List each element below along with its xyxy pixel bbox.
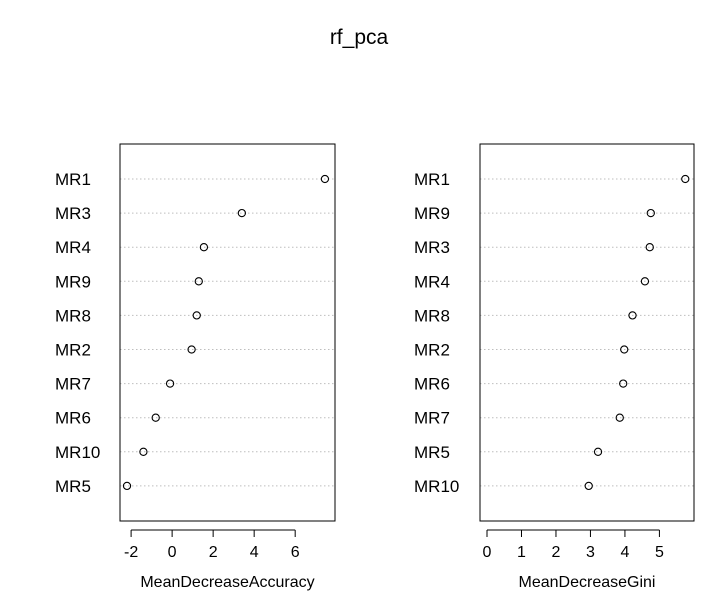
category-label: MR10 — [414, 477, 459, 496]
x-tick-label: 6 — [291, 544, 300, 561]
x-tick-label: 4 — [250, 544, 259, 561]
x-tick-label: 0 — [168, 544, 177, 561]
x-tick-label: -2 — [124, 544, 138, 561]
data-point — [237, 208, 247, 218]
data-point — [192, 311, 201, 320]
accuracy-panel: MR1 MR3 MR4 MR9 MR8 MR2 MR7 MR6 MR10 MR5 -2 0 2 4 6 Mea… — [55, 143, 336, 591]
x-tick-label: 2 — [552, 544, 561, 561]
category-label: MR1 — [55, 170, 91, 189]
chart-title: rf_pca — [330, 26, 389, 49]
x-tick-label: 1 — [517, 544, 526, 561]
category-label: MR4 — [414, 272, 450, 291]
data-point — [681, 174, 690, 184]
category-label: MR8 — [414, 306, 450, 325]
data-point — [194, 277, 203, 286]
data-point — [646, 208, 655, 218]
data-point — [165, 379, 175, 388]
category-label: MR5 — [414, 443, 450, 462]
category-label: MR1 — [414, 170, 450, 189]
data-point — [199, 243, 209, 252]
x-tick-label: 5 — [655, 544, 664, 561]
data-point — [122, 481, 132, 491]
category-label: MR2 — [414, 341, 450, 360]
category-label: MR4 — [55, 238, 91, 257]
category-label: MR9 — [55, 272, 91, 291]
plot-frame — [119, 143, 336, 522]
plot-frame — [479, 143, 695, 522]
category-label: MR6 — [414, 375, 450, 394]
data-point — [151, 413, 160, 422]
x-tick-label: 4 — [620, 544, 629, 561]
category-label: MR3 — [414, 238, 450, 257]
gini-panel: MR1 MR9 MR3 MR4 MR8 MR2 MR6 MR7 MR5 MR10 0 1 2 3 4 5 Mea… — [414, 143, 695, 591]
category-label: MR3 — [55, 204, 91, 223]
data-point — [619, 379, 628, 388]
category-label: MR2 — [55, 341, 91, 360]
data-point — [620, 345, 629, 354]
x-axis-label: MeanDecreaseGini — [519, 574, 656, 591]
x-tick-label: 2 — [209, 544, 218, 561]
data-point — [187, 345, 196, 354]
category-label: MR7 — [414, 409, 450, 428]
category-label: MR6 — [55, 409, 91, 428]
data-point — [593, 447, 603, 456]
data-point — [628, 311, 637, 320]
x-axis-label: MeanDecreaseAccuracy — [140, 574, 314, 591]
category-label: MR9 — [414, 204, 450, 223]
category-label: MR10 — [55, 443, 100, 462]
category-label: MR8 — [55, 306, 91, 325]
data-point — [615, 413, 624, 422]
x-tick-label: 0 — [483, 544, 492, 561]
category-label: MR5 — [55, 477, 91, 496]
x-tick-label: 3 — [586, 544, 595, 561]
data-point — [320, 174, 330, 184]
category-label: MR7 — [55, 375, 91, 394]
data-point — [645, 243, 654, 252]
data-point — [584, 481, 593, 491]
data-point — [640, 277, 650, 286]
data-point — [139, 447, 148, 456]
